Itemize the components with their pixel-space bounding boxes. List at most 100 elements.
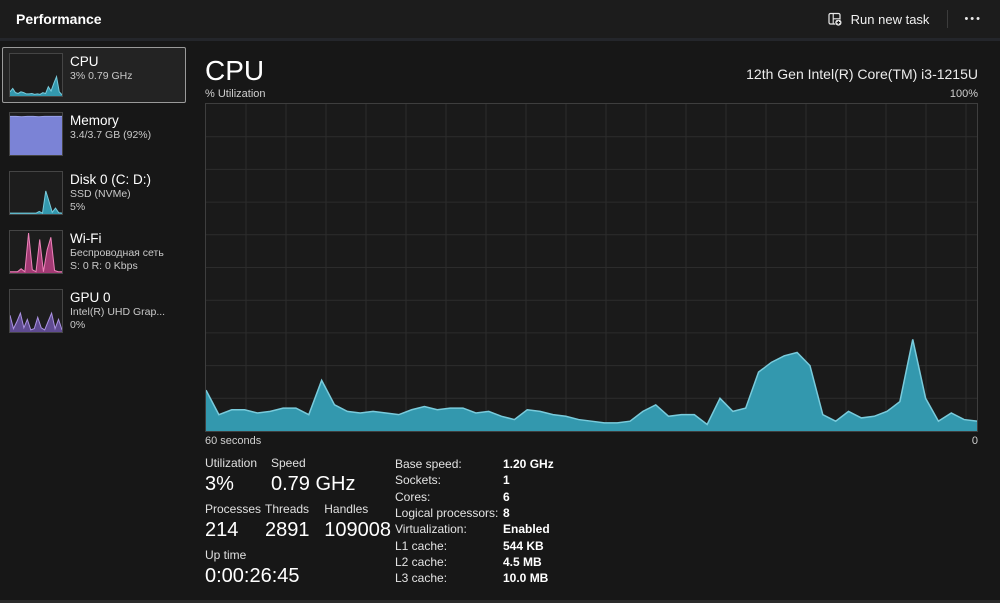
- run-new-task-label: Run new task: [850, 11, 930, 27]
- processor-name: 12th Gen Intel(R) Core(TM) i3-1215U: [746, 66, 978, 82]
- more-options-button[interactable]: •••: [956, 7, 990, 31]
- wifi-mini-chart: [9, 230, 63, 274]
- sidebar-item-wifi-label: Wi-Fi: [70, 231, 102, 246]
- chart-bottom-axis-row: 60 seconds 0: [205, 434, 978, 448]
- detail-base-speed-value: 1.20 GHz: [503, 457, 554, 472]
- topbar-divider: [947, 10, 949, 28]
- detail-l1-cache: L1 cache: 544 KB: [395, 537, 978, 553]
- cpu-utilization-area-chart: [206, 104, 977, 431]
- topbar-separator-line: [0, 38, 1000, 41]
- topbar: Performance Run new task •••: [0, 0, 1000, 38]
- memory-usage-summary: 3.4/3.7 GB (92%): [70, 129, 152, 141]
- panel-title: CPU: [205, 55, 265, 86]
- wifi-network-name: Беспроводная сеть: [70, 247, 164, 259]
- stat-threads-value: 2891: [265, 519, 310, 541]
- detail-cores-label: Cores:: [395, 489, 431, 504]
- detail-l2-cache: L2 cache: 4.5 MB: [395, 554, 978, 570]
- detail-virtualization: Virtualization: Enabled: [395, 521, 978, 537]
- cpu-spec-details: Base speed: 1.20 GHz Sockets: 1 Cores: 6…: [395, 455, 978, 593]
- stat-uptime-label: Up time: [205, 548, 247, 562]
- y-axis-label: % Utilization: [205, 88, 266, 100]
- performance-sidebar: CPU 3% 0.79 GHz Memory 3.4/3.7 GB (92%) …: [0, 47, 192, 342]
- cpu-stats-section: Utilization 3% Speed 0.79 GHz Processes …: [205, 455, 978, 593]
- stat-speed-value: 0.79 GHz: [271, 473, 356, 495]
- detail-sockets-value: 1: [503, 473, 510, 488]
- stat-handles-label: Handles: [324, 502, 369, 516]
- gpu-item-text: GPU 0 Intel(R) UHD Grap... 0%: [70, 289, 165, 338]
- stat-handles: Handles 109008: [324, 501, 395, 545]
- sidebar-item-memory-label: Memory: [70, 113, 119, 128]
- sidebar-item-gpu0-label: GPU 0: [70, 290, 111, 305]
- cpu-item-text: CPU 3% 0.79 GHz: [70, 53, 132, 102]
- detail-l1-cache-value: 544 KB: [503, 538, 544, 553]
- detail-logical-processors: Logical processors: 8: [395, 505, 978, 521]
- detail-logical-processors-value: 8: [503, 506, 510, 521]
- detail-l3-cache-label: L3 cache:: [395, 571, 448, 586]
- stat-threads-label: Threads: [265, 502, 310, 516]
- ellipsis-icon: •••: [964, 13, 982, 25]
- stat-threads: Threads 2891: [265, 501, 324, 545]
- page-title: Performance: [16, 11, 102, 27]
- detail-l2-cache-value: 4.5 MB: [503, 554, 542, 569]
- detail-sockets-label: Sockets:: [395, 473, 442, 488]
- run-new-task-button[interactable]: Run new task: [817, 6, 940, 32]
- stat-utilization: Utilization 3%: [205, 455, 271, 499]
- stat-processes: Processes 214: [205, 501, 265, 545]
- stat-uptime-value: 0:00:26:45: [205, 565, 300, 587]
- detail-l3-cache-value: 10.0 MB: [503, 571, 549, 586]
- wifi-item-text: Wi-Fi Беспроводная сеть S: 0 R: 0 Kbps: [70, 230, 164, 279]
- stat-processes-label: Processes: [205, 502, 262, 516]
- disk-usage-summary: 5%: [70, 201, 86, 213]
- sidebar-item-wifi[interactable]: Wi-Fi Беспроводная сеть S: 0 R: 0 Kbps: [2, 224, 186, 280]
- stat-speed-label: Speed: [271, 456, 306, 470]
- detail-logical-processors-label: Logical processors:: [395, 506, 499, 521]
- detail-sockets: Sockets: 1: [395, 472, 978, 488]
- y-axis-max-label: 100%: [949, 88, 978, 100]
- disk-type: SSD (NVMe): [70, 188, 131, 200]
- new-task-icon: [827, 11, 843, 27]
- stat-utilization-label: Utilization: [205, 456, 258, 470]
- x-axis-right-label: 0: [971, 435, 978, 447]
- disk-item-text: Disk 0 (C: D:) SSD (NVMe) 5%: [70, 171, 151, 220]
- detail-l2-cache-label: L2 cache:: [395, 554, 448, 569]
- sidebar-item-cpu-label: CPU: [70, 54, 99, 69]
- chart-top-axis-row: % Utilization 100%: [205, 87, 978, 101]
- detail-virtualization-label: Virtualization:: [395, 522, 467, 537]
- sidebar-item-disk0[interactable]: Disk 0 (C: D:) SSD (NVMe) 5%: [2, 165, 186, 221]
- stats-row-1: Utilization 3% Speed 0.79 GHz: [205, 455, 395, 499]
- sidebar-item-disk0-label: Disk 0 (C: D:): [70, 172, 151, 187]
- window-bottom-edge: [0, 600, 1000, 603]
- gpu-device-name: Intel(R) UHD Grap...: [70, 306, 166, 318]
- cpu-performance-panel: CPU 12th Gen Intel(R) Core(TM) i3-1215U …: [205, 47, 978, 593]
- detail-l3-cache: L3 cache: 10.0 MB: [395, 570, 978, 586]
- stats-row-2: Processes 214 Threads 2891 Handles 10900…: [205, 501, 395, 545]
- detail-cores: Cores: 6: [395, 489, 978, 505]
- detail-l1-cache-label: L1 cache:: [395, 538, 448, 553]
- stat-speed: Speed 0.79 GHz: [271, 455, 359, 499]
- detail-cores-value: 6: [503, 489, 510, 504]
- memory-mini-chart: [9, 112, 63, 156]
- panel-header: CPU 12th Gen Intel(R) Core(TM) i3-1215U: [205, 47, 978, 85]
- cpu-mini-chart: [9, 53, 63, 97]
- stats-row-3: Up time 0:00:26:45: [205, 547, 395, 591]
- gpu-mini-chart: [9, 289, 63, 333]
- sidebar-item-cpu[interactable]: CPU 3% 0.79 GHz: [2, 47, 186, 103]
- cpu-utilization-chart: [205, 103, 978, 432]
- memory-item-text: Memory 3.4/3.7 GB (92%): [70, 112, 151, 161]
- x-axis-left-label: 60 seconds: [205, 435, 262, 447]
- stat-utilization-value: 3%: [205, 473, 234, 495]
- cpu-usage-summary: 3% 0.79 GHz: [70, 70, 133, 82]
- detail-virtualization-value: Enabled: [503, 522, 550, 537]
- stat-uptime: Up time 0:00:26:45: [205, 547, 304, 591]
- cpu-live-stats: Utilization 3% Speed 0.79 GHz Processes …: [205, 455, 395, 593]
- wifi-throughput-summary: S: 0 R: 0 Kbps: [70, 260, 138, 272]
- gpu-usage-summary: 0%: [70, 319, 86, 331]
- stat-processes-value: 214: [205, 519, 239, 541]
- sidebar-item-memory[interactable]: Memory 3.4/3.7 GB (92%): [2, 106, 186, 162]
- disk-mini-chart: [9, 171, 63, 215]
- sidebar-item-gpu0[interactable]: GPU 0 Intel(R) UHD Grap... 0%: [2, 283, 186, 339]
- detail-base-speed-label: Base speed:: [395, 457, 462, 472]
- stat-handles-value: 109008: [324, 519, 391, 541]
- topbar-actions: Run new task •••: [817, 5, 990, 33]
- detail-base-speed: Base speed: 1.20 GHz: [395, 456, 978, 472]
